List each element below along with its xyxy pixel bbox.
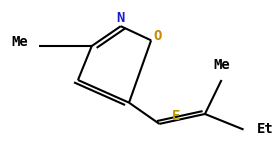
Text: O: O bbox=[154, 29, 162, 43]
Text: E: E bbox=[172, 109, 180, 123]
Text: Me: Me bbox=[213, 57, 230, 72]
Text: Et: Et bbox=[257, 122, 274, 136]
Text: Me: Me bbox=[11, 35, 28, 49]
Text: N: N bbox=[117, 11, 125, 25]
